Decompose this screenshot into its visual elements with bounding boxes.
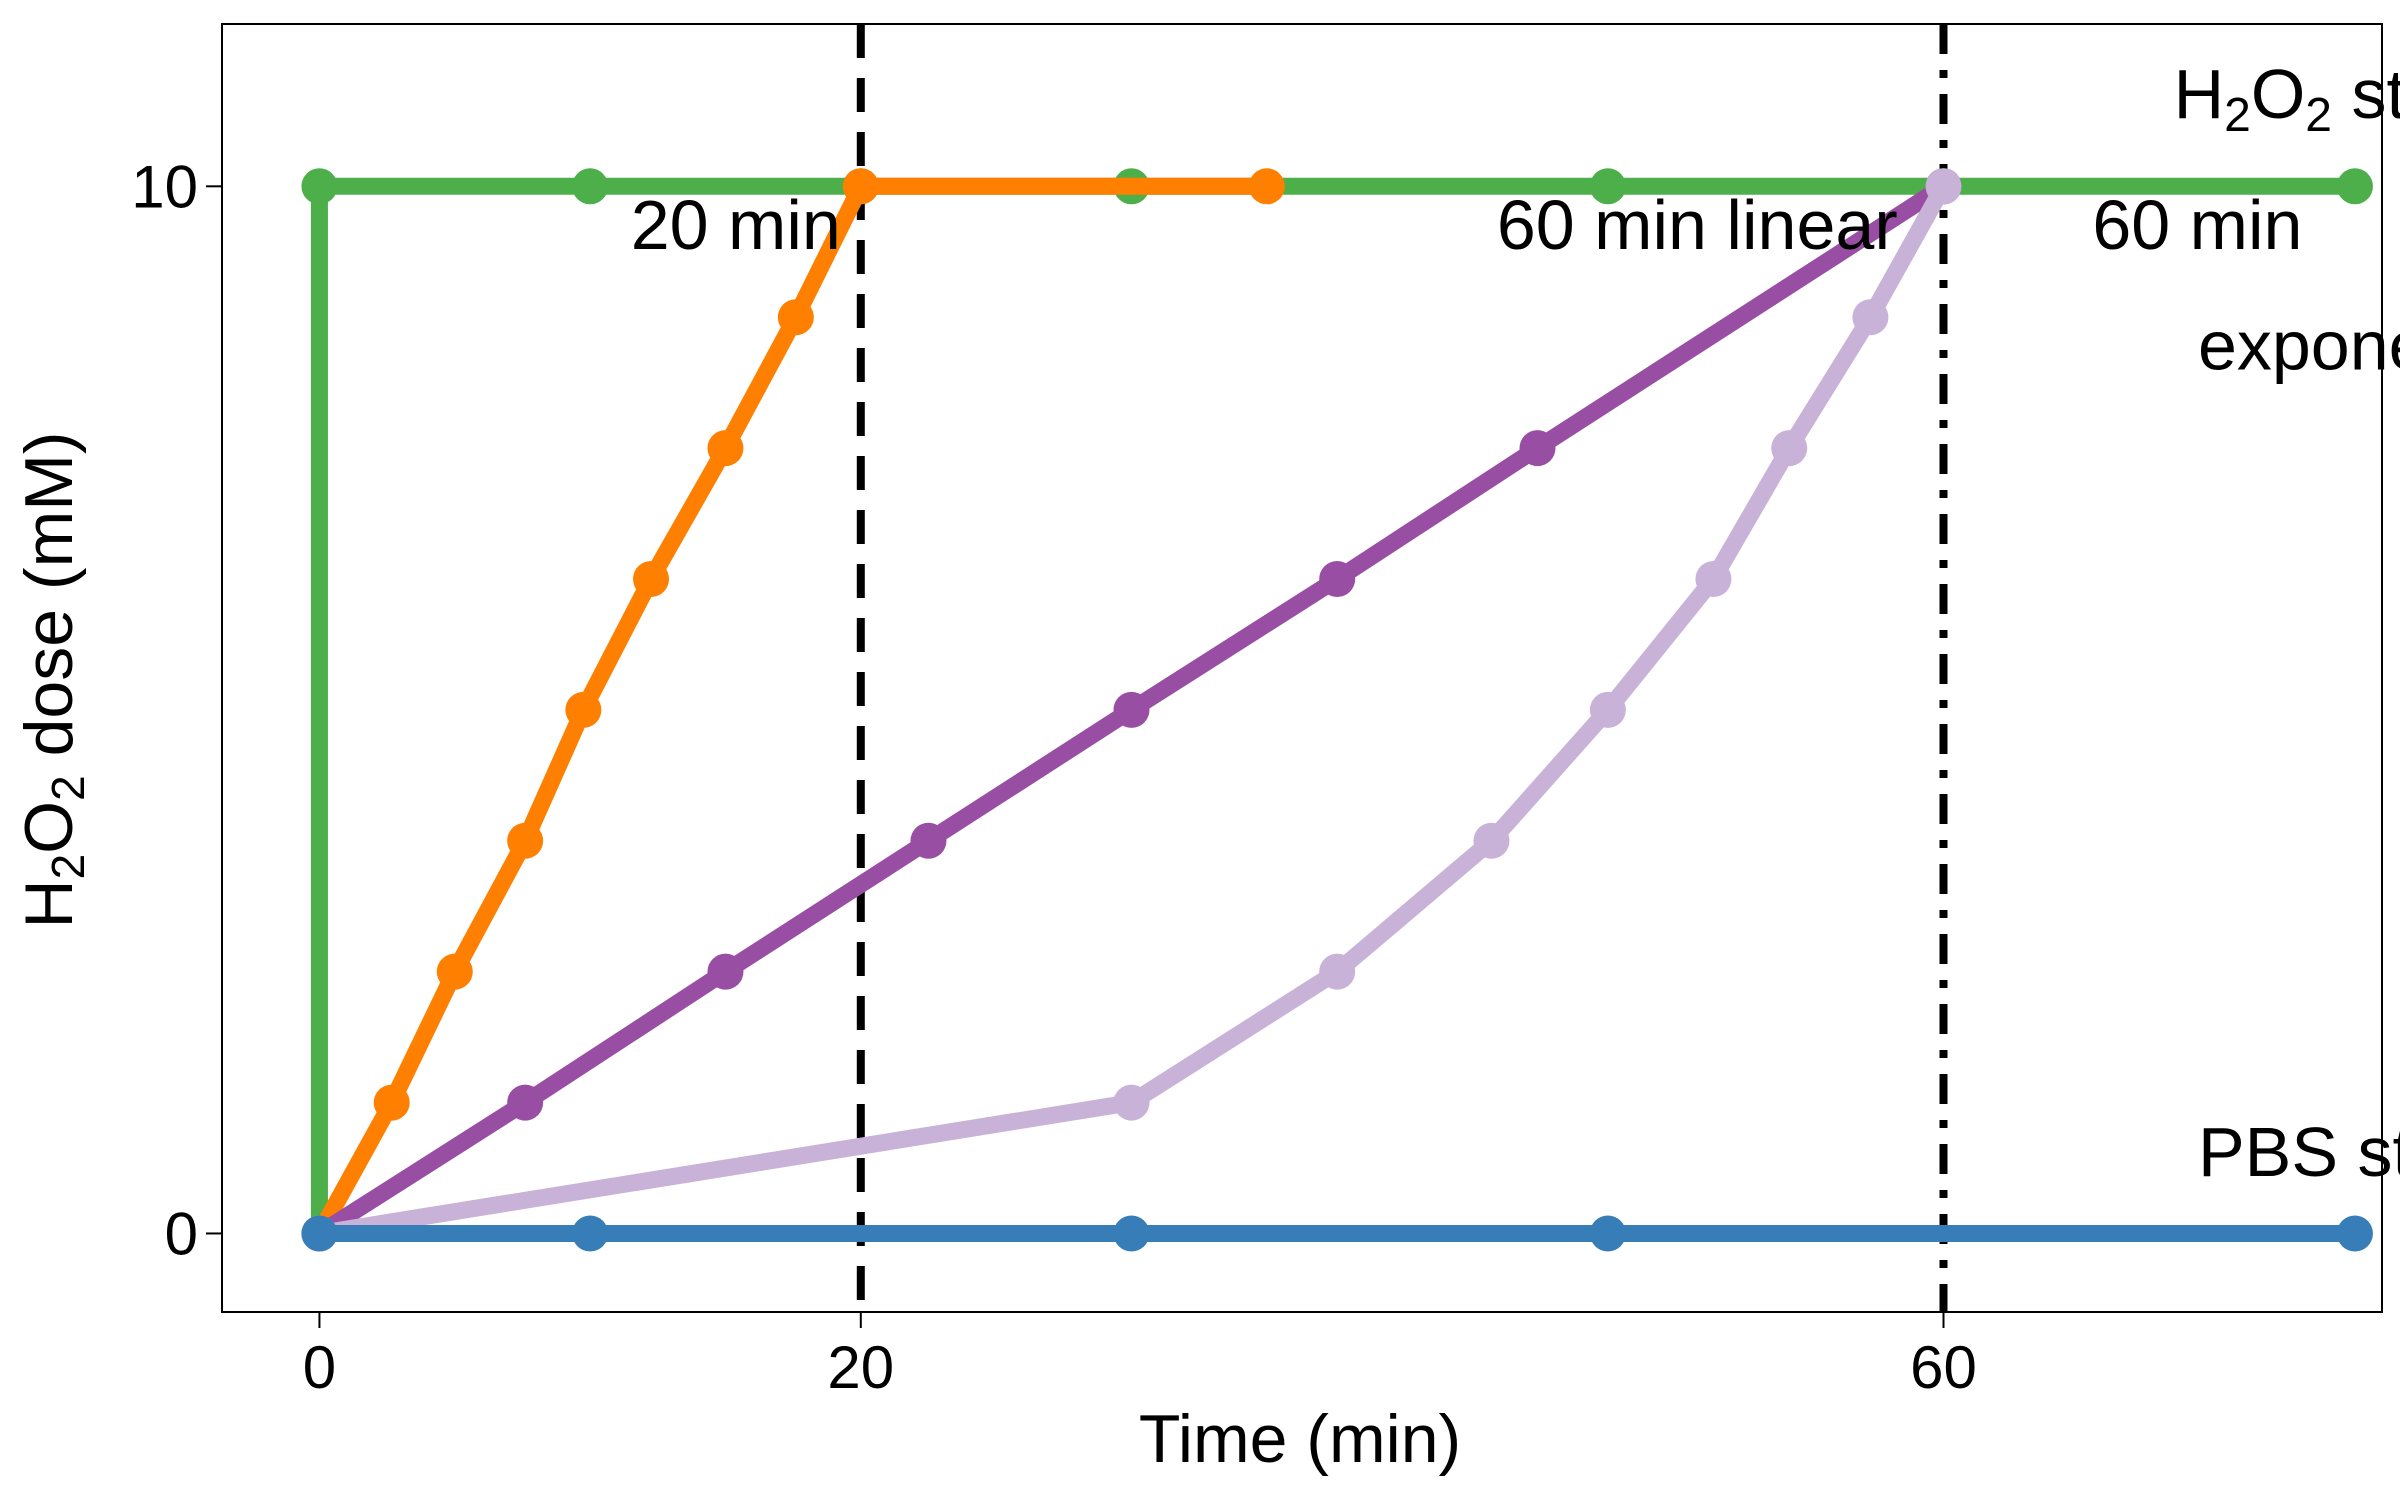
data-point [1852, 299, 1889, 336]
data-point [572, 1215, 609, 1252]
data-point [1589, 691, 1626, 728]
data-point [1113, 1215, 1150, 1252]
data-point [707, 953, 744, 990]
plot-frame [221, 23, 2383, 1313]
data-point [1319, 953, 1356, 990]
data-point [301, 168, 338, 205]
x-tick-label: 0 [303, 1334, 336, 1401]
data-point [1248, 168, 1285, 205]
ann-60lin: 60 min linear [1497, 186, 1898, 264]
y-axis-title: H2O2 dose (mM) [11, 431, 94, 928]
series-line [314, 179, 1949, 1241]
data-point [1519, 430, 1556, 467]
y-tick-label: 0 [165, 1200, 198, 1267]
data-point [1113, 1084, 1150, 1121]
data-point [373, 1084, 410, 1121]
data-point [633, 560, 670, 597]
data-point [777, 299, 814, 336]
data-point [1473, 822, 1510, 859]
series-60-min-exponential [301, 168, 1962, 1252]
ann-pbs: PBS step [2198, 1113, 2400, 1191]
series-line [310, 177, 2355, 1234]
series-line [312, 177, 1267, 1238]
data-point [1589, 1215, 1626, 1252]
data-point [436, 953, 473, 990]
data-point [1589, 168, 1626, 205]
ann-h2o2-step: H2O2 step [2174, 55, 2400, 142]
data-point [507, 822, 544, 859]
y-tick-label: 10 [131, 153, 198, 220]
ann-60exp-2: exponential [2198, 307, 2400, 385]
series-h2o2-step [301, 168, 2373, 1252]
ann-20min: 20 min [631, 186, 841, 264]
data-point [842, 168, 879, 205]
data-point [707, 430, 744, 467]
series-layer [301, 168, 2373, 1252]
data-point [1771, 430, 1808, 467]
annotations: 20 min 60 min linear 60 min exponential PBS … [631, 55, 2400, 1191]
ann-60exp-1: 60 min [2092, 186, 2302, 264]
data-point [565, 691, 602, 728]
data-point [1319, 560, 1356, 597]
data-point [2336, 168, 2373, 205]
series-pbs-step [301, 1215, 2373, 1252]
data-point [1925, 168, 1962, 205]
data-point [572, 168, 609, 205]
data-point [2336, 1215, 2373, 1252]
vertical-reference-lines [856, 24, 1948, 1312]
data-point [910, 822, 947, 859]
x-axis-title: Time (min) [1139, 1401, 1461, 1477]
x-tick-label: 20 [827, 1334, 894, 1401]
data-point [301, 1215, 338, 1252]
data-point [1695, 560, 1732, 597]
data-point [507, 1084, 544, 1121]
data-point [1113, 691, 1150, 728]
axes: 0 20 60 0 10 [131, 153, 1977, 1401]
x-tick-label: 60 [1910, 1334, 1977, 1401]
